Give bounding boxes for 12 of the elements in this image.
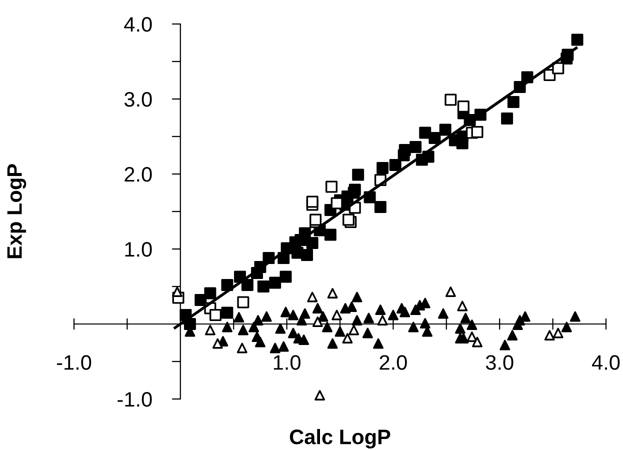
y-tick-label: -1.0: [118, 392, 152, 407]
y-tick-label: 2.0: [124, 167, 152, 182]
x-tick-label: 3.0: [486, 355, 514, 370]
x-tick-label: 4.0: [592, 355, 620, 370]
x-tick-label: 2.0: [380, 355, 407, 370]
x-tick-label: 1.0: [274, 355, 300, 370]
y-tick-label: 3.0: [124, 92, 152, 107]
y-tick-label: 1.0: [125, 242, 152, 257]
x-tick-label: -1.0: [56, 355, 92, 370]
x-axis-title: Calc LogP: [290, 429, 390, 449]
y-axis-title: Exp LogP: [7, 164, 26, 258]
y-tick-label: 4.0: [124, 17, 152, 32]
